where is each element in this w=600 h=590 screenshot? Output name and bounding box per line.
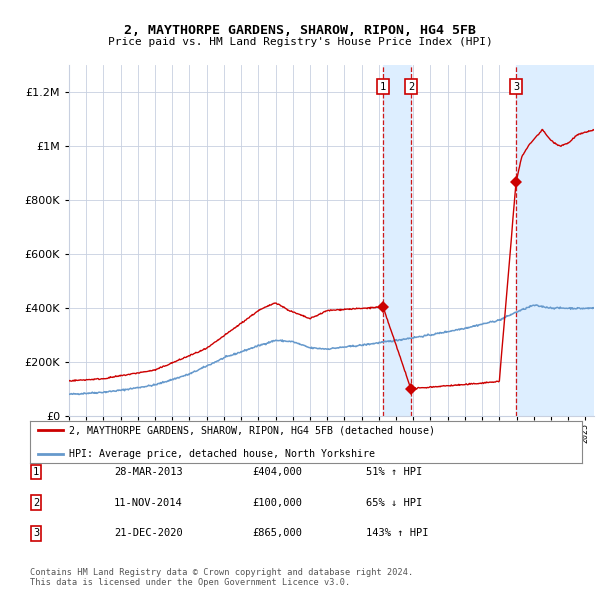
Text: Price paid vs. HM Land Registry's House Price Index (HPI): Price paid vs. HM Land Registry's House … [107,37,493,47]
Text: £100,000: £100,000 [252,498,302,507]
Text: 2, MAYTHORPE GARDENS, SHAROW, RIPON, HG4 5FB (detached house): 2, MAYTHORPE GARDENS, SHAROW, RIPON, HG4… [68,425,434,435]
Text: 2: 2 [408,81,414,91]
Text: 51% ↑ HPI: 51% ↑ HPI [366,467,422,477]
Text: 11-NOV-2014: 11-NOV-2014 [114,498,183,507]
Bar [516,65,594,416]
Text: 1: 1 [33,467,39,477]
Text: 2: 2 [33,498,39,507]
Text: 3: 3 [33,529,39,538]
Text: Contains HM Land Registry data © Crown copyright and database right 2024.
This d: Contains HM Land Registry data © Crown c… [30,568,413,587]
Text: 28-MAR-2013: 28-MAR-2013 [114,467,183,477]
Text: 3: 3 [513,81,519,91]
Bar [383,65,411,416]
Text: 2, MAYTHORPE GARDENS, SHAROW, RIPON, HG4 5FB: 2, MAYTHORPE GARDENS, SHAROW, RIPON, HG4… [124,24,476,37]
Text: 65% ↓ HPI: 65% ↓ HPI [366,498,422,507]
Text: HPI: Average price, detached house, North Yorkshire: HPI: Average price, detached house, Nort… [68,449,374,459]
Text: £404,000: £404,000 [252,467,302,477]
Text: 21-DEC-2020: 21-DEC-2020 [114,529,183,538]
Text: £865,000: £865,000 [252,529,302,538]
Text: 143% ↑ HPI: 143% ↑ HPI [366,529,428,538]
Text: 1: 1 [380,81,386,91]
